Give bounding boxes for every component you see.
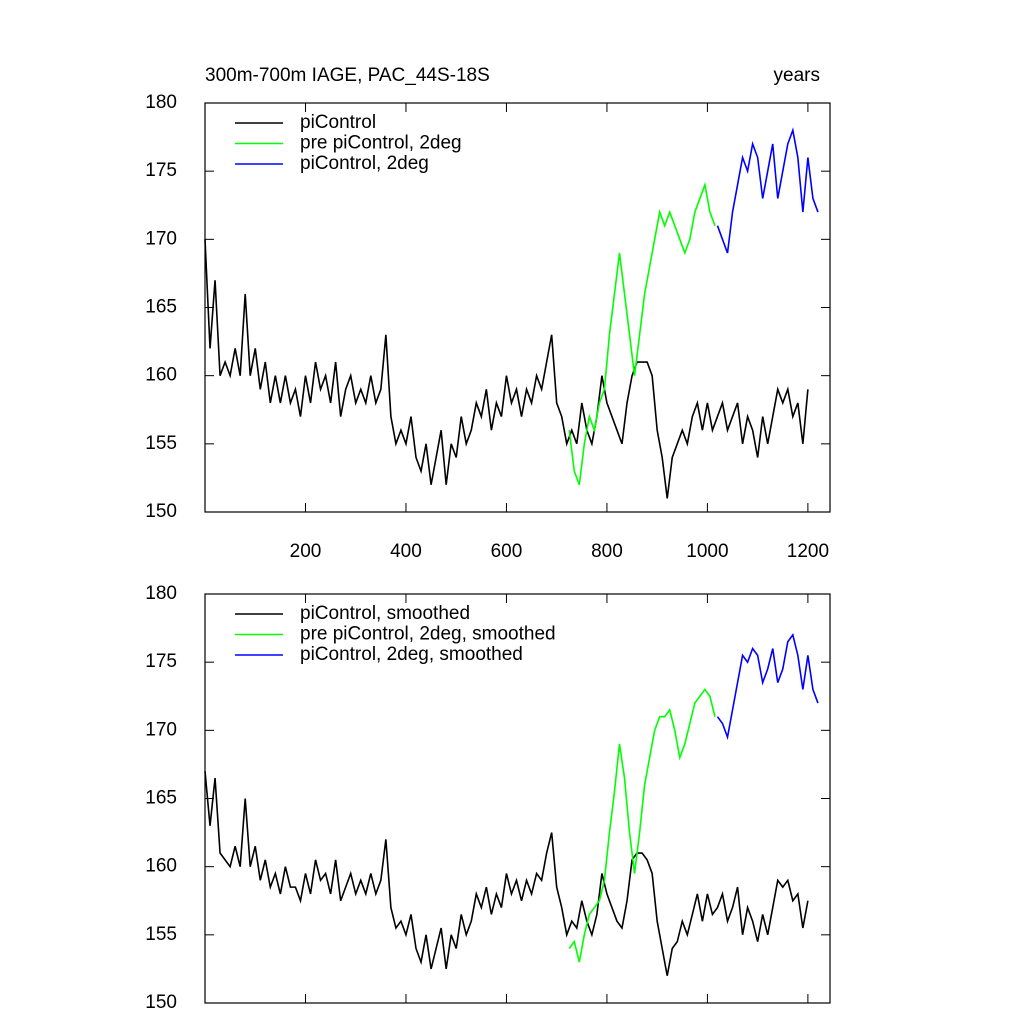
- y-tick-label: 160: [145, 856, 177, 877]
- legend-label: piControl, 2deg, smoothed: [300, 644, 523, 665]
- x-tick-label: 1200: [787, 541, 829, 562]
- data-line: [716, 633, 819, 741]
- y-tick-label: 150: [145, 501, 177, 522]
- chart-title: 300m-700m IAGE, PAC_44S-18S: [205, 65, 490, 86]
- y-tick-label: 175: [145, 651, 177, 672]
- y-tick-label: 170: [145, 228, 177, 249]
- y-tick-label: 155: [145, 433, 177, 454]
- y-tick-label: 170: [145, 719, 177, 740]
- y-tick-label: 165: [145, 788, 177, 809]
- y-tick-label: 150: [145, 992, 177, 1013]
- y-tick-label: 175: [145, 160, 177, 181]
- x-tick-label: 200: [290, 541, 322, 562]
- x-tick-label: 800: [591, 541, 623, 562]
- y-tick-label: 155: [145, 924, 177, 945]
- y-tick-label: 180: [145, 92, 177, 113]
- data-line: [568, 181, 716, 486]
- y-tick-label: 160: [145, 365, 177, 386]
- x-tick-label: 1000: [686, 541, 728, 562]
- y-tick-label: 180: [145, 583, 177, 604]
- data-line: [204, 239, 809, 499]
- legend-label: pre piControl, 2deg, smoothed: [300, 624, 556, 645]
- x-tick-label: 600: [491, 541, 523, 562]
- legend-label: piControl: [300, 112, 376, 133]
- data-line: [716, 127, 819, 254]
- plot-frame: [204, 102, 831, 513]
- y-tick-label: 165: [145, 297, 177, 318]
- x-tick-label: 400: [390, 541, 422, 562]
- units-label: years: [774, 65, 820, 86]
- legend-label: piControl, 2deg: [300, 153, 429, 174]
- legend-label: pre piControl, 2deg: [300, 133, 462, 154]
- legend-label: piControl, smoothed: [300, 603, 470, 624]
- data-line: [568, 688, 716, 963]
- data-line: [204, 771, 809, 976]
